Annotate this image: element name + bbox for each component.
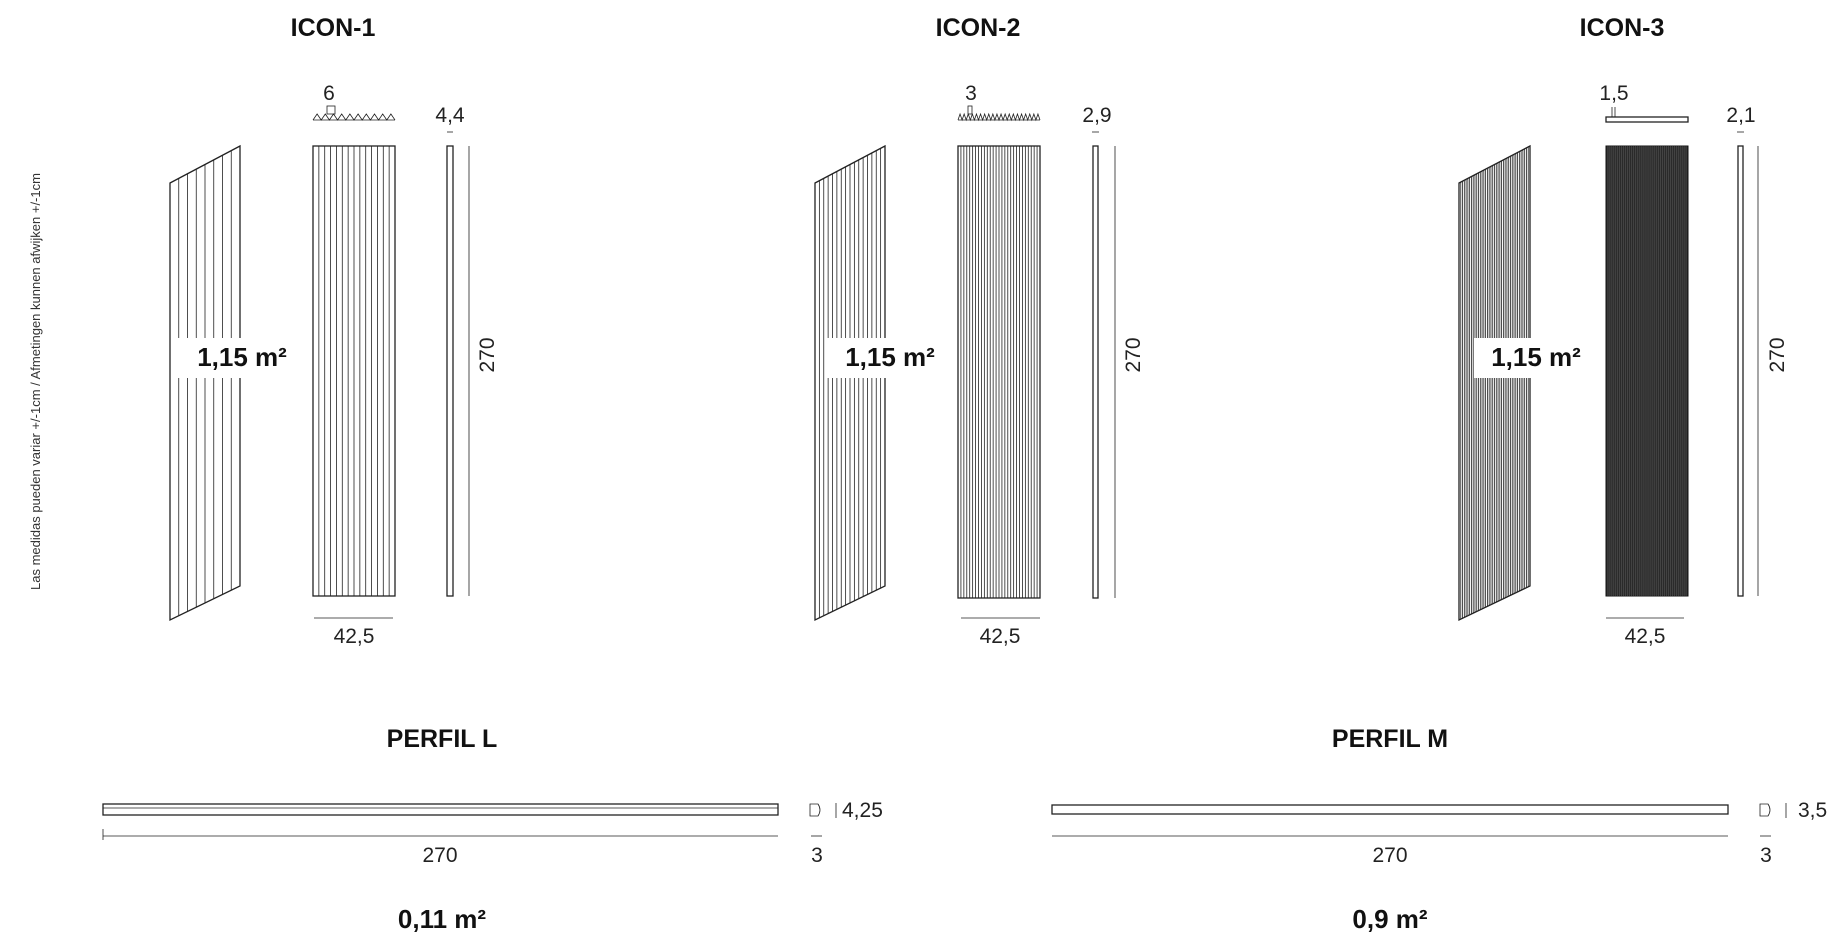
thickness-dimension: 4,25 xyxy=(842,799,883,822)
panel-title: ICON-3 xyxy=(1580,14,1665,42)
area-label-bg xyxy=(827,338,937,378)
area-label: 0,11 m² xyxy=(398,904,487,934)
rib-profile-detail xyxy=(312,105,396,121)
front-view-grooves xyxy=(1607,146,1687,596)
panel-title: ICON-1 xyxy=(291,14,376,42)
length-dimension: 270 xyxy=(1372,844,1407,867)
area-label: 0,9 m² xyxy=(1352,904,1427,934)
depth-dimension: 2,9 xyxy=(1082,104,1111,127)
panel-icon-3: ICON-3 1,15 m² 1,5 2,1 270 42,5 xyxy=(1458,14,1789,648)
length-dimension: 270 xyxy=(422,844,457,867)
side-view xyxy=(1092,145,1099,599)
height-dimension: 270 xyxy=(1766,337,1789,372)
width-dimension: 42,5 xyxy=(980,625,1021,648)
profile-section-icon xyxy=(809,803,821,817)
depth-dimension: 4,4 xyxy=(435,104,465,127)
depth-dimension: 2,1 xyxy=(1726,104,1755,127)
side-view xyxy=(446,145,454,597)
rib-width-dimension: 1,5 xyxy=(1599,82,1628,105)
area-label: 1,15 m² xyxy=(1491,342,1581,372)
profile-title: PERFIL M xyxy=(1332,725,1448,753)
area-label-bg xyxy=(1474,338,1584,378)
width-dimension: 42,5 xyxy=(334,625,375,648)
panel-title: ICON-2 xyxy=(936,14,1021,42)
height-dimension: 270 xyxy=(1122,337,1145,372)
area-label-bg xyxy=(177,338,287,378)
perspective-view xyxy=(814,144,886,622)
rib-profile-detail xyxy=(957,105,1041,122)
area-label: 1,15 m² xyxy=(845,342,935,372)
panel-icon-2: ICON-2 1,15 m² 3 2,9 270 42,5 xyxy=(814,14,1145,648)
perspective-view xyxy=(169,144,241,622)
profile-bar xyxy=(1051,804,1729,815)
profile-bar xyxy=(102,803,779,816)
depth-dimension: 3 xyxy=(1760,844,1772,867)
profile-perfil-l: PERFIL L 270 4,25 3 0,11 m² xyxy=(102,725,883,934)
front-view xyxy=(957,145,1041,599)
rib-profile-detail xyxy=(1605,107,1689,123)
front-view xyxy=(312,145,396,597)
height-dimension: 270 xyxy=(476,337,499,372)
perspective-view xyxy=(1458,144,1531,622)
panel-icon-1: ICON-1 1,15 m² 6 4,4 270 42,5 xyxy=(169,14,499,648)
side-view xyxy=(1737,145,1744,597)
area-label: 1,15 m² xyxy=(197,342,287,372)
profile-title: PERFIL L xyxy=(387,725,498,753)
width-dimension: 42,5 xyxy=(1625,625,1666,648)
profile-perfil-m: PERFIL M 270 3,5 3 0,9 m² xyxy=(1051,725,1827,934)
profile-section-icon xyxy=(1759,803,1771,817)
depth-dimension: 3 xyxy=(811,844,823,867)
rib-width-dimension: 3 xyxy=(965,82,977,105)
rib-width-dimension: 6 xyxy=(323,82,335,105)
measurement-tolerance-note: Las medidas pueden variar +/-1cm / Afmet… xyxy=(28,173,43,590)
thickness-dimension: 3,5 xyxy=(1798,799,1827,822)
